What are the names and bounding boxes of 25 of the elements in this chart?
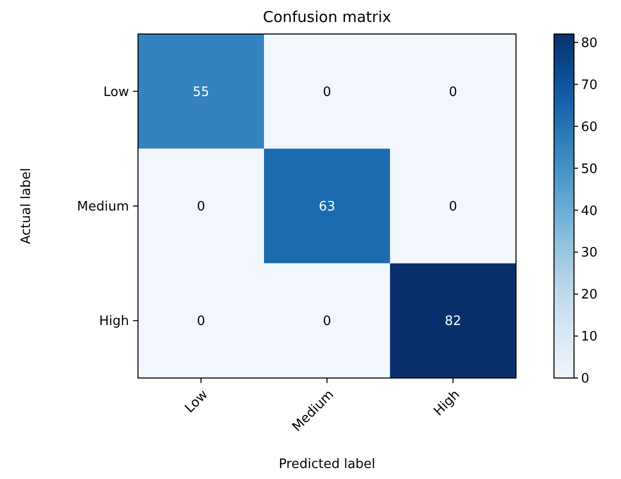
x-tick-label: Low xyxy=(182,387,212,416)
y-tick-label: Low xyxy=(103,84,130,100)
data-label: 63 xyxy=(318,200,336,215)
color-bar-label: 0 xyxy=(581,372,590,387)
data-label: 0 xyxy=(196,200,206,215)
data-label: 0 xyxy=(322,314,332,330)
y-tick-label: Medium xyxy=(77,200,129,215)
color-bar-label: 10 xyxy=(581,330,598,345)
data-label: 0 xyxy=(448,84,458,100)
chart-title: Confusion matrix xyxy=(262,8,392,26)
data-label: 0 xyxy=(448,200,458,215)
color-bar-label: 50 xyxy=(581,162,598,177)
y-tick-label: High xyxy=(99,314,129,330)
data-label: 82 xyxy=(444,314,462,330)
color-bar-label: 70 xyxy=(581,78,598,93)
color-bar-label: 40 xyxy=(581,204,598,219)
data-label: 55 xyxy=(192,84,210,100)
color-bar-label: 60 xyxy=(581,120,598,135)
data-label: 0 xyxy=(322,84,332,100)
data-label: 0 xyxy=(196,314,206,330)
color-bar-label: 30 xyxy=(581,246,598,261)
y-axis-title: Actual label xyxy=(19,168,34,244)
x-axis-title: Predicted label xyxy=(278,457,376,472)
color-bar-label: 80 xyxy=(581,36,598,51)
color-bar-label: 20 xyxy=(581,288,598,303)
